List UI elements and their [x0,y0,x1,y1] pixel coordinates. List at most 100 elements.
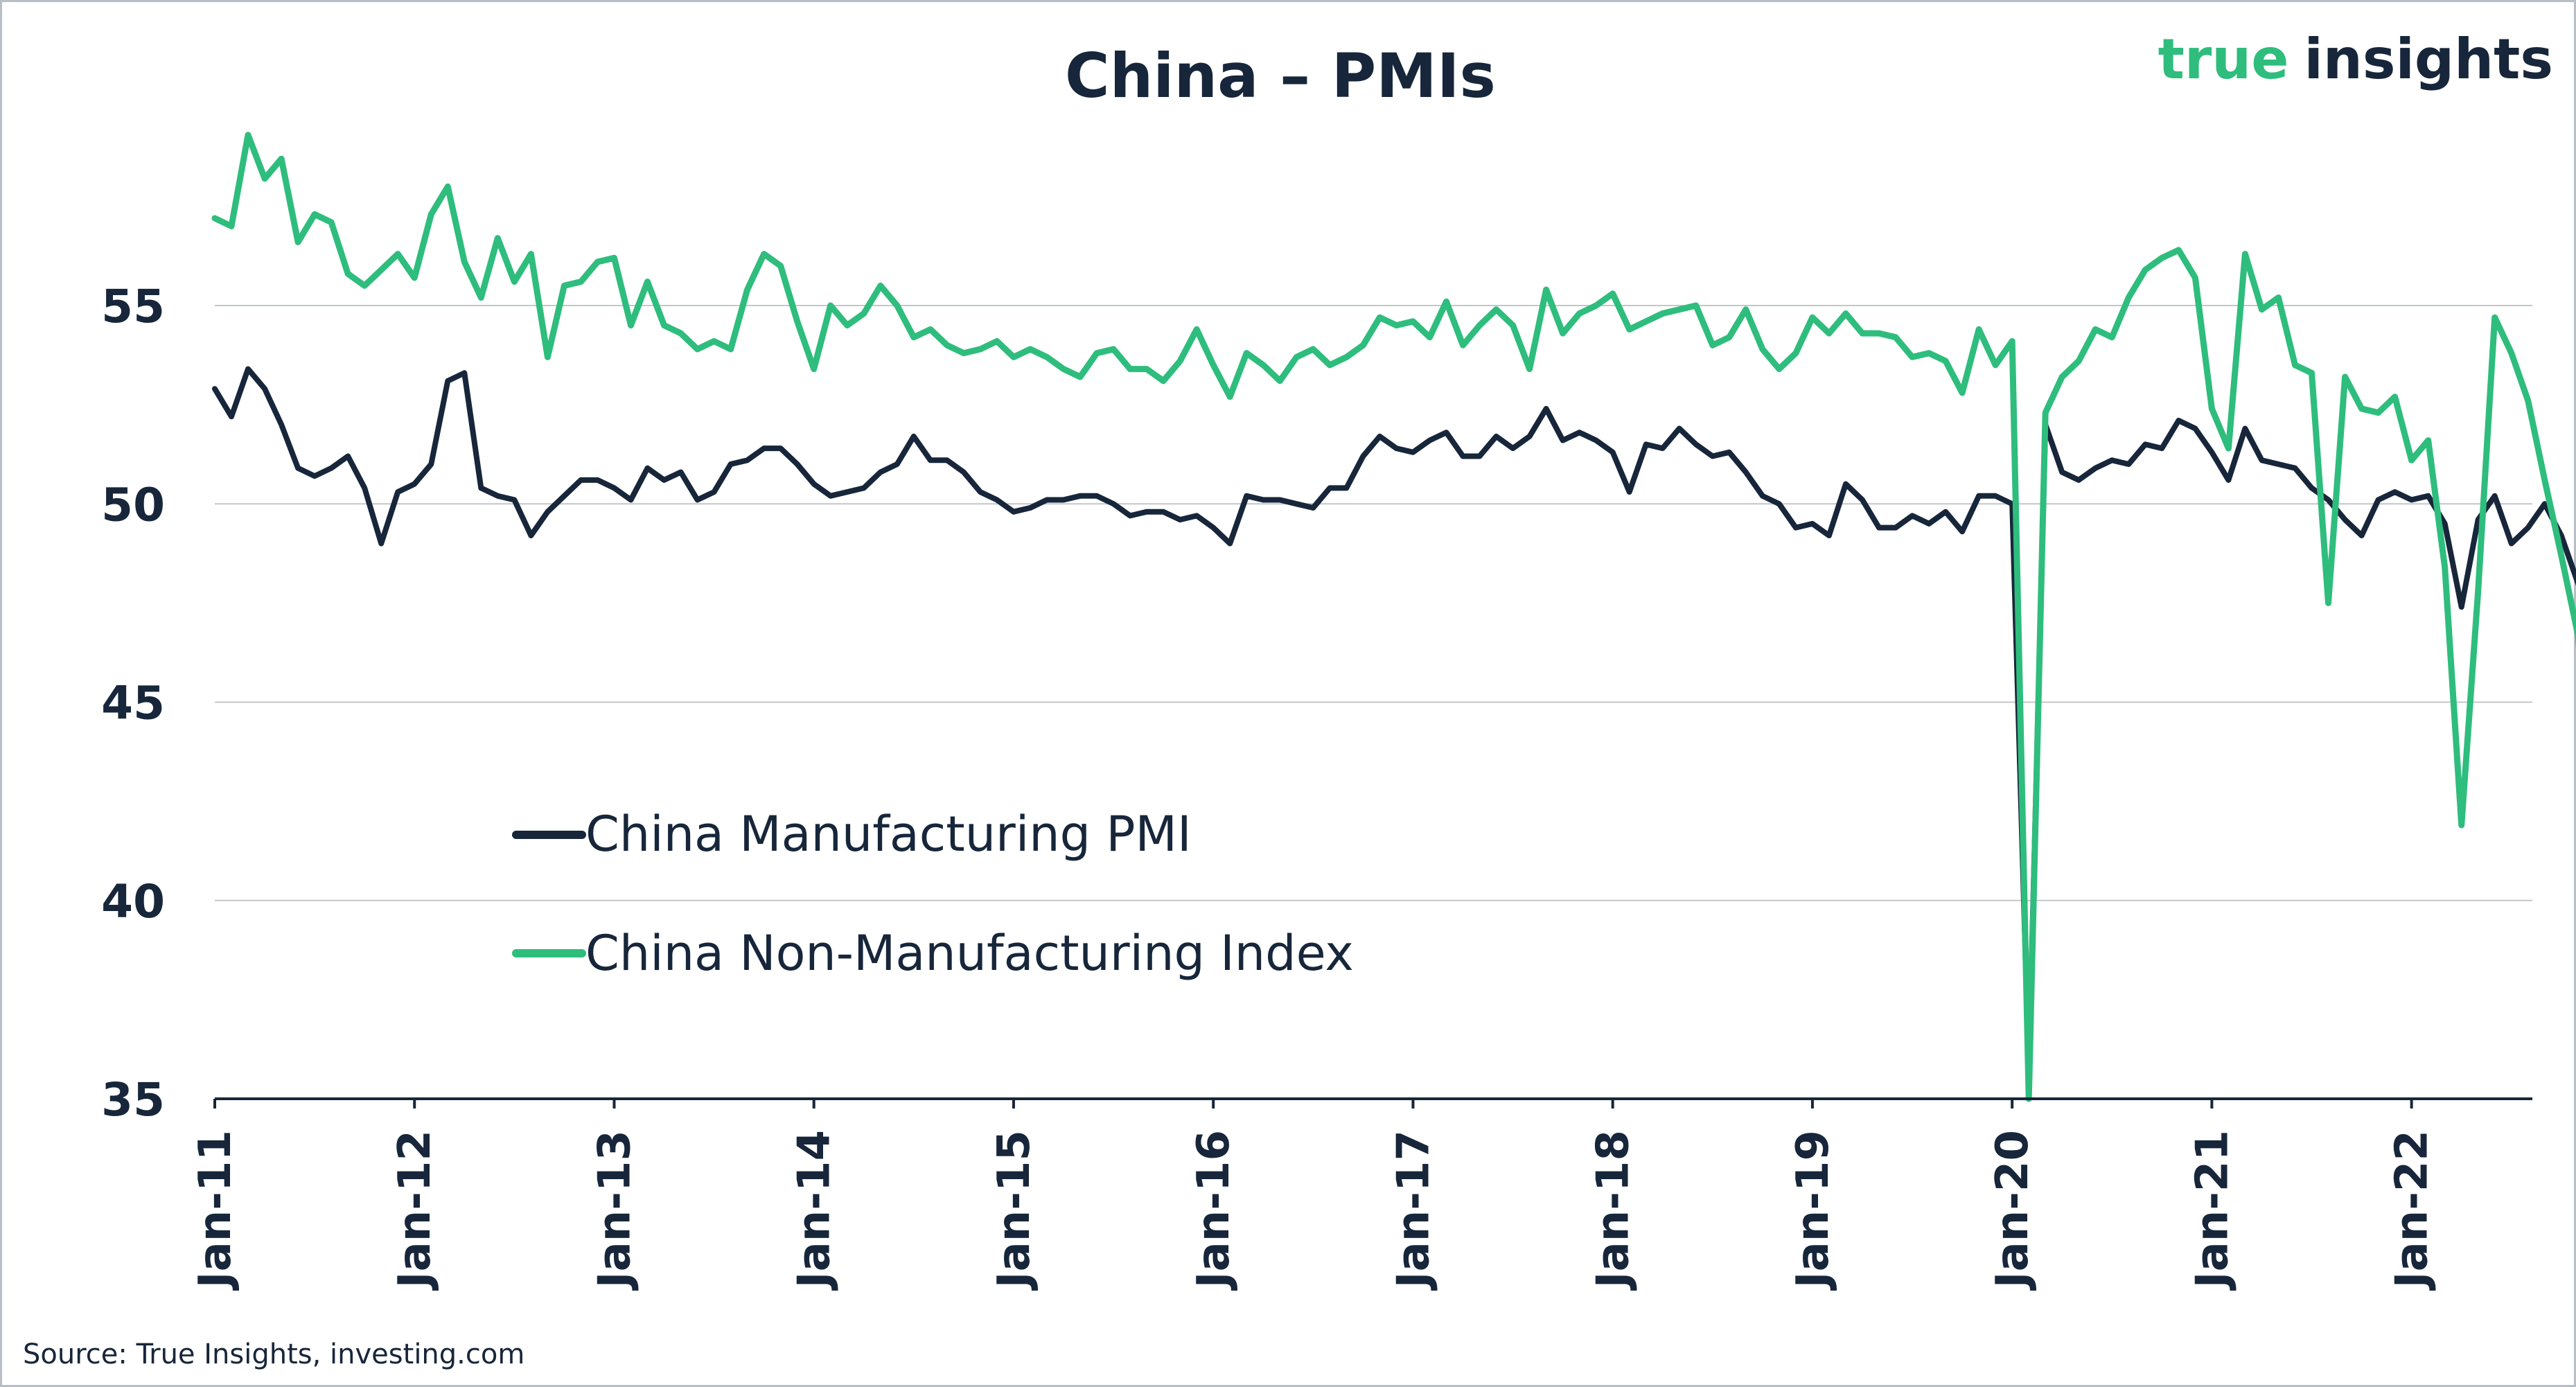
brand-logo-word1: true [2158,27,2289,91]
data-point [1479,325,1480,326]
data-point [1512,448,1514,449]
y-tick-label-35: 35 [101,1073,165,1127]
data-point [1446,432,1447,433]
data-point [730,463,732,465]
brand-logo-word2: insights [2304,27,2554,91]
y-tick-label-40: 40 [101,875,165,928]
data-point [1312,348,1314,350]
data-point [996,341,998,342]
data-point [1262,364,1264,366]
data-point [347,456,349,457]
data-point [1612,293,1614,294]
data-point [563,495,565,497]
data-point [364,285,365,286]
x-tick-label-Jan-22: Jan-22 [2387,1130,2438,1291]
data-point [1312,507,1314,509]
data-point [2378,412,2379,414]
data-point [563,285,565,286]
legend: China Manufacturing PMI China Non-Manufa… [512,806,1354,982]
data-point [1912,515,1913,516]
data-point [1429,440,1430,441]
data-point [1745,309,1747,310]
data-point [547,511,548,513]
data-point [2194,277,2196,279]
data-point [2394,491,2396,493]
data-point [2128,463,2129,465]
data-point [2178,249,2179,251]
x-tick-label-Jan-20: Jan-20 [1987,1130,2038,1291]
y-tick-label-55: 55 [101,280,165,333]
data-point [1030,507,1031,509]
data-point [1030,348,1031,350]
x-axis-ticks: Jan-11 Jan-12 Jan-13 Jan-14 Jan-15 Jan-16 Jan-… [190,1130,2438,1291]
data-point [2061,376,2063,378]
data-point [1579,313,1580,314]
chart-title: China – PMIs [1065,40,1496,112]
data-point [2411,459,2412,461]
data-point [497,495,498,497]
data-point [1079,376,1081,378]
data-point [863,313,865,314]
data-point [597,261,598,263]
x-tick-label-Jan-16: Jan-16 [1188,1130,1240,1291]
data-point [1995,495,1996,497]
data-point [1163,511,1164,513]
x-tick-label-Jan-15: Jan-15 [989,1130,1040,1291]
data-point [2444,523,2446,524]
data-point [1163,380,1164,382]
data-point [1362,456,1364,457]
data-point [1512,325,1514,326]
data-point [2494,495,2496,497]
series-lines [211,132,2576,1102]
data-point [1113,348,1114,350]
data-point [1395,325,1397,326]
data-point [1479,456,1480,457]
data-point [1961,392,1963,394]
data-point [880,285,881,286]
data-point [2494,317,2496,318]
data-point [1629,491,1630,493]
data-point [2244,428,2246,429]
x-tick-label-Jan-11: Jan-11 [190,1130,241,1291]
data-point [1828,333,1830,334]
data-point [1995,364,1996,366]
data-point [2261,459,2262,461]
data-point [380,543,382,544]
data-point [414,277,415,279]
data-point [430,213,432,215]
data-point [597,479,598,481]
x-tick-label-Jan-19: Jan-19 [1788,1130,1839,1291]
y-tick-label-45: 45 [101,677,165,730]
data-point [2278,463,2279,465]
gridlines [215,305,2532,901]
data-point [1395,448,1397,449]
data-point [2144,443,2146,445]
data-point [1795,527,1797,529]
data-point [464,261,465,263]
data-point [1662,448,1664,449]
data-point [231,226,232,227]
data-point [2278,297,2279,298]
data-point [1928,523,1930,524]
data-point [2011,341,2013,342]
data-point [2461,824,2462,826]
data-point [2544,479,2546,481]
data-point [281,424,282,425]
data-point [1179,360,1181,362]
data-point [946,344,948,346]
x-tick-label-Jan-18: Jan-18 [1588,1130,1639,1291]
brand-logo: true insights [2158,27,2553,91]
data-point [1712,344,1713,346]
data-point [2394,396,2396,398]
data-point [1362,344,1364,346]
data-point [1712,456,1713,457]
data-point [680,333,682,334]
data-point [1496,309,1497,310]
data-point [513,281,515,283]
data-point [946,459,948,461]
x-tick-label-Jan-14: Jan-14 [789,1130,840,1291]
data-point [2461,606,2462,608]
y-axis-ticks: 35 40 45 50 55 [101,280,165,1127]
